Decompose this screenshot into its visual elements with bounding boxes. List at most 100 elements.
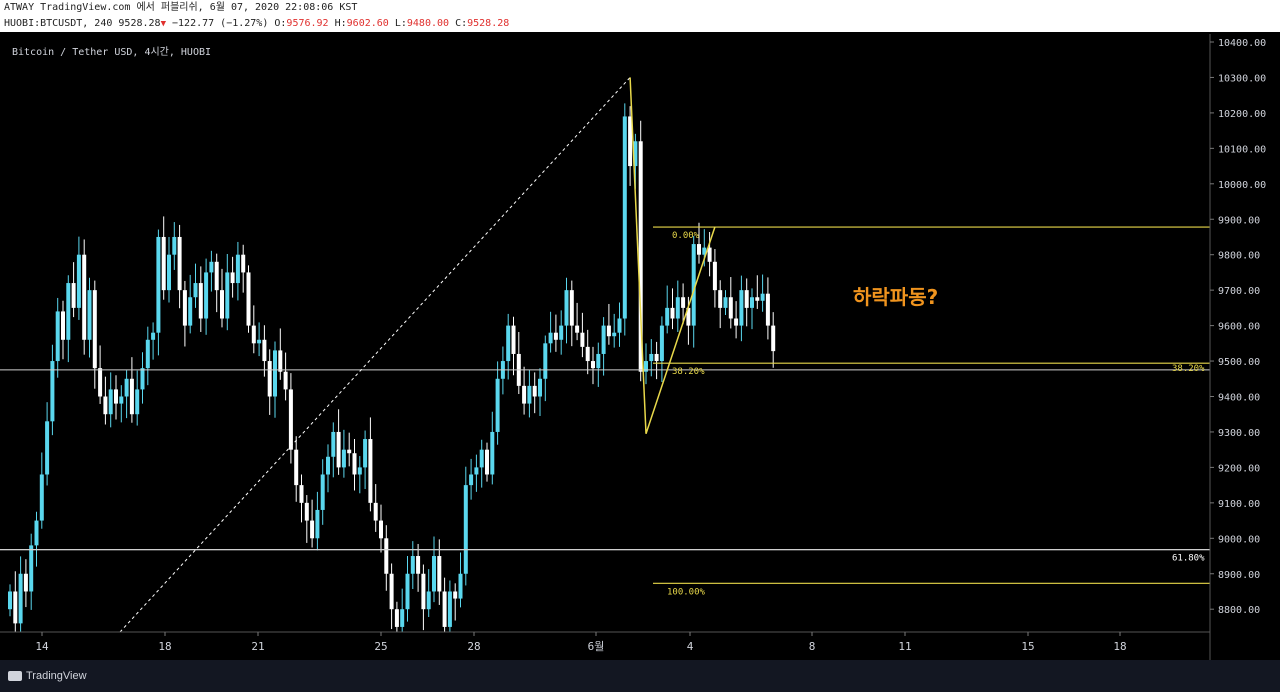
price-tick-label: 10300.00	[1218, 73, 1266, 84]
candle	[241, 244, 246, 293]
candle	[331, 422, 336, 478]
candle	[214, 253, 219, 313]
time-tick-label: 25	[374, 640, 387, 653]
high-value: 9602.60	[346, 18, 389, 29]
price-tick-label: 10000.00	[1218, 180, 1266, 191]
candle	[553, 314, 558, 352]
candle	[357, 456, 362, 494]
candle	[61, 300, 65, 360]
time-tick-label: 18	[1113, 640, 1126, 653]
price-tick-label: 9900.00	[1218, 215, 1260, 226]
wave-zigzag[interactable]	[629, 77, 716, 434]
price-tick-label: 9400.00	[1218, 393, 1260, 404]
candle	[490, 411, 495, 485]
candle	[209, 250, 214, 292]
chart-panel[interactable]: 0.00% 38.20% 38.20% 61.80% 100.00% 10400.00 1…	[0, 34, 1280, 660]
candle	[23, 559, 28, 608]
candle	[739, 275, 744, 342]
last-price: 9528.28	[118, 18, 161, 29]
ohlc-bar: HUOBI:BTCUSDT, 240 9528.28▼ −122.77 (−1.…	[0, 16, 1280, 32]
candle	[246, 265, 251, 333]
price-tick-label: 9100.00	[1218, 499, 1260, 510]
candle	[8, 584, 12, 617]
candle	[310, 499, 315, 548]
candle	[734, 301, 739, 339]
candle	[352, 439, 357, 491]
candle	[87, 277, 92, 358]
candle	[712, 249, 717, 308]
candle	[765, 277, 770, 340]
price-tick-label: 9300.00	[1218, 428, 1260, 439]
time-axis[interactable]: 14 18 21 25 28 6월 4 8 11 15 18	[35, 632, 1127, 653]
candle	[453, 583, 458, 621]
candle	[389, 563, 394, 630]
candle	[479, 439, 484, 488]
candle	[612, 313, 617, 348]
time-tick-label: 11	[898, 640, 911, 653]
close-value: 9528.28	[467, 18, 510, 29]
candle	[665, 285, 670, 334]
candle	[416, 543, 421, 592]
time-tick-label: 28	[467, 640, 480, 653]
candle	[707, 232, 712, 277]
candle	[644, 343, 648, 385]
candle	[347, 432, 352, 467]
price-change: −122.77 (−1.27%)	[172, 18, 269, 29]
time-tick-label: 8	[809, 640, 816, 653]
candle	[606, 303, 611, 345]
candle	[675, 280, 680, 332]
fib-level-label: 0.00%	[672, 231, 700, 241]
candle	[177, 224, 182, 309]
candle	[728, 277, 733, 329]
candle	[135, 370, 140, 426]
candle	[204, 258, 209, 335]
candle	[262, 325, 267, 377]
candle	[426, 569, 431, 617]
candle	[304, 495, 309, 543]
candle	[442, 577, 447, 632]
candle	[251, 305, 256, 354]
drawings-layer: 0.00% 38.20% 38.20% 61.80% 100.00%	[0, 77, 1210, 633]
candle	[13, 571, 18, 632]
candle	[506, 313, 511, 380]
brand-label: TradingView	[26, 670, 87, 682]
candles-layer	[8, 103, 776, 632]
candle	[66, 275, 71, 363]
candle	[670, 288, 675, 330]
candle	[230, 256, 235, 298]
candle	[50, 344, 55, 436]
candle	[45, 402, 50, 486]
price-tick-label: 9700.00	[1218, 286, 1260, 297]
candle	[463, 466, 468, 586]
candle	[591, 346, 595, 385]
price-tick-label: 9600.00	[1218, 322, 1260, 333]
price-tick-label: 10200.00	[1218, 109, 1266, 120]
candle	[103, 376, 108, 425]
candle	[326, 444, 330, 493]
tradingview-logo[interactable]: TradingView	[8, 670, 87, 682]
candle	[617, 302, 622, 347]
candle	[718, 280, 723, 329]
candle	[469, 458, 474, 500]
price-tick-label: 9000.00	[1218, 534, 1260, 545]
candle	[564, 277, 569, 344]
price-tick-label: 8900.00	[1218, 570, 1260, 581]
price-tick-label: 9800.00	[1218, 251, 1260, 262]
candle	[601, 317, 606, 376]
candle	[548, 311, 553, 353]
candle	[29, 533, 34, 610]
candle	[384, 525, 389, 591]
candle	[108, 372, 113, 428]
candle	[145, 326, 150, 386]
candle	[755, 275, 760, 309]
candle	[559, 310, 564, 355]
candle	[172, 222, 177, 270]
candle	[373, 484, 378, 532]
price-axis[interactable]: 10400.00 10300.00 10200.00 10100.00 10000.00…	[1210, 38, 1266, 616]
candle	[538, 368, 542, 416]
time-tick-label: 21	[251, 640, 264, 653]
candle	[34, 511, 39, 567]
down-arrow-icon: ▼	[160, 19, 166, 29]
price-chart[interactable]: 0.00%38.20% 38.20%61.80%100.00% 10400.001…	[0, 34, 1280, 660]
symbol-label: HUOBI:BTCUSDT, 240	[4, 18, 113, 29]
